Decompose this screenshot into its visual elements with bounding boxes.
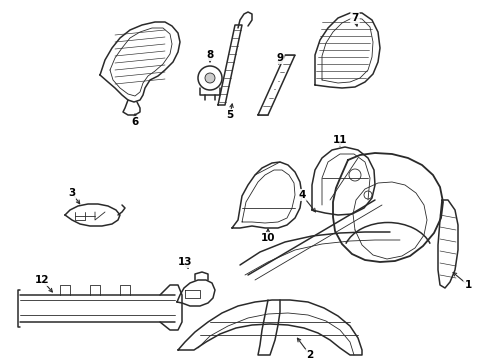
Text: 8: 8 (206, 50, 214, 60)
Text: 6: 6 (131, 117, 139, 127)
Text: 10: 10 (261, 233, 275, 243)
Text: 9: 9 (276, 53, 284, 63)
Text: 7: 7 (351, 13, 359, 23)
Text: 11: 11 (333, 135, 347, 145)
Text: 1: 1 (465, 280, 472, 290)
Text: 12: 12 (35, 275, 49, 285)
Text: 3: 3 (69, 188, 75, 198)
Text: 2: 2 (306, 350, 314, 360)
Circle shape (205, 73, 215, 83)
Text: 13: 13 (178, 257, 192, 267)
Text: 4: 4 (298, 190, 306, 200)
Text: 5: 5 (226, 110, 234, 120)
